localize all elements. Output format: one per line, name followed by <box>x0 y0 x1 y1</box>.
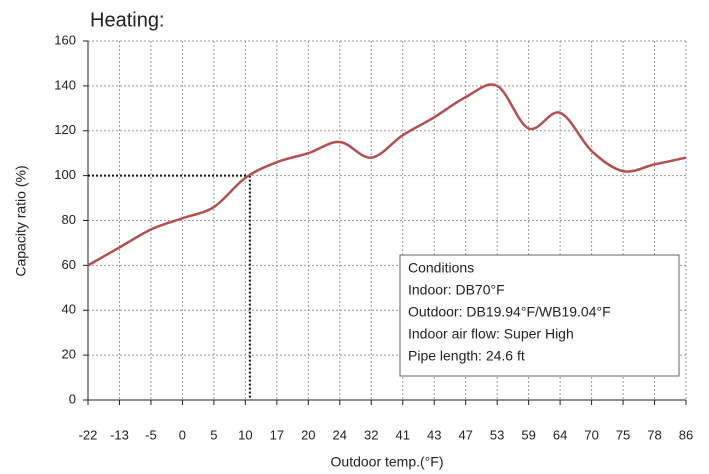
x-tick-label: 75 <box>616 427 630 442</box>
y-tick-label: 100 <box>54 167 76 182</box>
y-tick-label: 40 <box>62 302 76 317</box>
y-tick-label: 80 <box>62 212 76 227</box>
x-tick-label: 86 <box>679 427 693 442</box>
x-tick-label: 0 <box>179 427 186 442</box>
x-tick-label: 47 <box>458 427 472 442</box>
y-tick-label: 140 <box>54 77 76 92</box>
x-tick-label: 5 <box>210 427 217 442</box>
x-tick-label: 53 <box>490 427 504 442</box>
x-tick-label: 64 <box>553 427 567 442</box>
annotation-box <box>399 254 680 377</box>
x-tick-label: 78 <box>647 427 661 442</box>
x-tick-label: 41 <box>396 427 410 442</box>
x-tick-label: 70 <box>584 427 598 442</box>
x-tick-label: 32 <box>364 427 378 442</box>
y-tick-label: 160 <box>54 32 76 47</box>
annotation-text: Conditions <box>408 260 474 276</box>
x-tick-label: 10 <box>238 427 252 442</box>
y-tick-label: 20 <box>62 347 76 362</box>
y-tick-label: 120 <box>54 122 76 137</box>
y-tick-label: 60 <box>62 257 76 272</box>
y-axis-label: Capacity ratio (%) <box>13 165 29 276</box>
annotation-text: Indoor air flow: Super High <box>408 326 574 342</box>
x-tick-label: -5 <box>145 427 157 442</box>
chart-title: Heating: <box>90 9 165 31</box>
annotation-text: Indoor: DB70°F <box>408 282 505 298</box>
line <box>87 83 687 267</box>
x-tick-label: 59 <box>521 427 535 442</box>
annotation-text: Outdoor: DB19.94°F/WB19.04°F <box>408 304 611 320</box>
x-tick-label: 17 <box>270 427 284 442</box>
annotation-text: Pipe length: 24.6 ft <box>408 348 525 364</box>
x-tick-label: -13 <box>110 427 129 442</box>
x-tick-label: 24 <box>333 427 347 442</box>
y-tick-label: 0 <box>69 391 76 406</box>
x-tick-label: -22 <box>79 427 98 442</box>
x-tick-label: 43 <box>427 427 441 442</box>
x-tick-label: 20 <box>301 427 315 442</box>
x-axis-label: Outdoor temp.(°F) <box>331 454 444 470</box>
